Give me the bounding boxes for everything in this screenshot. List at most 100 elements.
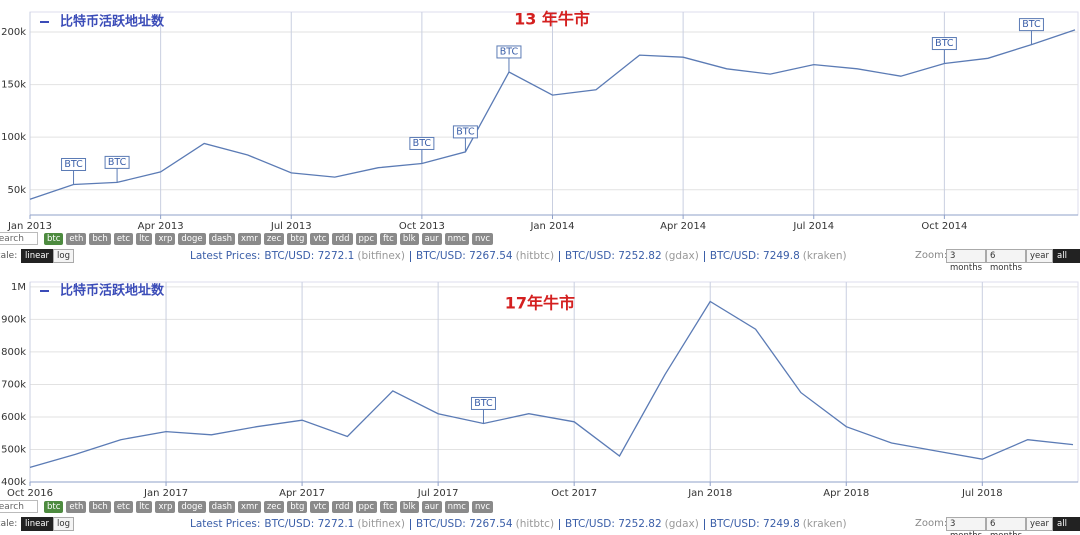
coin-button[interactable]: bch: [89, 501, 111, 513]
coin-button[interactable]: btg: [287, 501, 308, 513]
x-tick-label: Apr 2014: [660, 221, 706, 232]
search-box[interactable]: search: [0, 232, 38, 245]
x-tick-label: Oct 2013: [399, 221, 445, 232]
zoom-button[interactable]: 6 months: [986, 249, 1027, 273]
coin-button[interactable]: zec: [263, 233, 285, 245]
scale-options: linear log: [21, 517, 75, 531]
flag-box: [452, 125, 478, 139]
coin-button[interactable]: zec: [263, 501, 285, 513]
price-quote: BTC/USD: 7252.82: [565, 250, 662, 262]
chart: 400k 500k 600k 700k 800k 900k 1M Oct 2016 Jan 20…: [1, 281, 1079, 499]
coin-button[interactable]: xrp: [155, 501, 176, 513]
price-quote: BTC/USD: 7249.8: [709, 250, 800, 262]
coin-button[interactable]: eth: [66, 233, 87, 245]
zoom-button[interactable]: year: [1026, 249, 1053, 263]
price-exchange: (hitbtc): [515, 250, 555, 262]
coin-button[interactable]: rdd: [332, 233, 353, 245]
price-exchange: (kraken): [802, 518, 847, 530]
flag-label: BTC: [108, 157, 127, 168]
coin-button[interactable]: ftc: [380, 233, 397, 245]
legend-label: 比特币活跃地址数: [60, 283, 165, 299]
price-item: BTC/USD: 7267.54 (hitbtc): [410, 251, 559, 262]
y-tick-label: 50k: [7, 185, 26, 196]
coin-button[interactable]: dash: [208, 233, 236, 245]
flag-label: BTC: [456, 126, 475, 137]
coin-button[interactable]: etc: [113, 501, 134, 513]
price-item: BTC/USD: 7267.54 (hitbtc): [410, 519, 559, 530]
coin-button[interactable]: rdd: [332, 501, 353, 513]
scale-button[interactable]: linear: [21, 249, 54, 263]
flag-label: BTC: [935, 38, 954, 49]
y-tick-label: 800k: [1, 347, 26, 358]
coin-button[interactable]: bch: [89, 233, 111, 245]
zoom-button[interactable]: year: [1026, 517, 1053, 531]
coin-button[interactable]: xmr: [238, 233, 261, 245]
coin-button[interactable]: btc: [44, 501, 64, 513]
x-tick-label: Jul 2017: [417, 488, 459, 499]
x-tick-label: Oct 2014: [921, 221, 967, 232]
coin-button[interactable]: nmc: [444, 233, 469, 245]
search-box[interactable]: search: [0, 500, 38, 513]
flag-box: [931, 37, 957, 51]
price-item: BTC/USD: 7272.1 (bitfinex): [264, 519, 410, 530]
coin-button[interactable]: xmr: [238, 501, 261, 513]
scale-button[interactable]: log: [53, 249, 75, 263]
coin-button[interactable]: vtc: [310, 501, 330, 513]
coin-button[interactable]: ltc: [136, 233, 153, 245]
coin-button[interactable]: eth: [66, 501, 87, 513]
scale-button[interactable]: log: [53, 517, 75, 531]
coin-button[interactable]: dash: [208, 501, 236, 513]
coin-row: search btcethbchetcltcxrpdogedashxmrzecbt…: [0, 500, 1080, 515]
coin-button[interactable]: doge: [178, 233, 206, 245]
coin-button[interactable]: ppc: [355, 501, 377, 513]
coin-button[interactable]: ftc: [380, 501, 397, 513]
flag-label: BTC: [1022, 19, 1041, 30]
zoom-button[interactable]: 6 months: [986, 517, 1027, 535]
plot-area: [29, 281, 1079, 483]
chart: 50k 100k 150k 200k Jan 2013 Apr 2013 Jul 2013 O…: [1, 10, 1079, 232]
scale-options: linear log: [21, 249, 75, 263]
coin-button[interactable]: nvc: [471, 501, 494, 513]
data-line: [29, 29, 1076, 200]
coin-button[interactable]: vtc: [310, 233, 330, 245]
latest-prices: Latest Prices: BTC/USD: 7272.1 (bitfinex) B…: [190, 517, 852, 531]
coin-button[interactable]: xrp: [155, 233, 176, 245]
x-tick-label: Apr 2013: [138, 221, 184, 232]
scale-label: Scale:: [0, 519, 18, 529]
coin-button[interactable]: btc: [44, 233, 64, 245]
coin-button[interactable]: btg: [287, 233, 308, 245]
y-tick-label: 150k: [1, 80, 26, 91]
coin-button[interactable]: blk: [399, 501, 419, 513]
zoom-button[interactable]: 3 months: [946, 249, 987, 273]
annotation: 13 年牛市: [514, 10, 590, 29]
zoom-button[interactable]: 3 months: [946, 517, 987, 535]
coin-button[interactable]: aur: [421, 501, 442, 513]
zoom-button[interactable]: all time: [1053, 249, 1080, 273]
zoom-button[interactable]: all time: [1053, 517, 1080, 535]
flag-label: BTC: [500, 46, 519, 57]
price-item: BTC/USD: 7252.82 (gdax): [559, 251, 704, 262]
coin-button[interactable]: nvc: [471, 233, 494, 245]
y-tick-label: 700k: [1, 379, 26, 390]
coin-button[interactable]: etc: [113, 233, 134, 245]
zoom-label: Zoom:: [915, 250, 948, 261]
x-tick-label: Jan 2014: [529, 221, 574, 232]
flag-box: [61, 157, 87, 171]
coin-button[interactable]: blk: [399, 233, 419, 245]
price-quote: BTC/USD: 7267.54: [416, 250, 513, 262]
x-tick-label: Oct 2017: [551, 488, 597, 499]
scale-button[interactable]: linear: [21, 517, 54, 531]
coin-button[interactable]: ppc: [355, 233, 377, 245]
price-quote: BTC/USD: 7249.8: [709, 518, 800, 530]
flag-box: [496, 45, 522, 59]
coin-button[interactable]: ltc: [136, 501, 153, 513]
coin-button[interactable]: doge: [178, 501, 206, 513]
coin-button[interactable]: nmc: [444, 501, 469, 513]
prices-label: Latest Prices:: [190, 250, 261, 262]
coin-button[interactable]: aur: [421, 233, 442, 245]
price-exchange: (gdax): [664, 250, 699, 262]
x-tick-label: Jan 2017: [143, 488, 188, 499]
flag-box: [104, 155, 130, 169]
